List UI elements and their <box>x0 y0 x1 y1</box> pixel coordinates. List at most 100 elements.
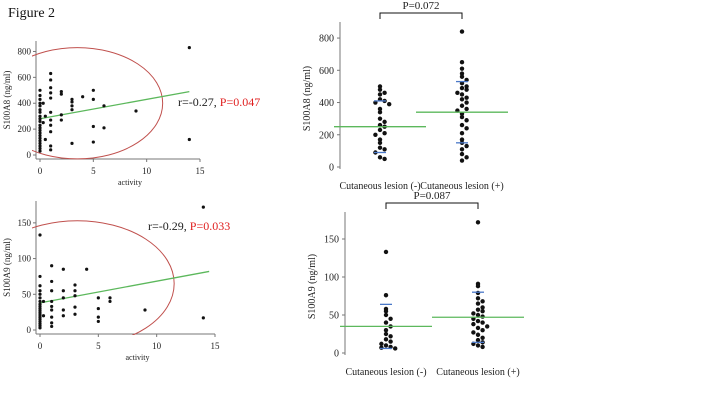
p2-p-value: P=0.072 <box>402 0 439 12</box>
p0-p-value: P=0.047 <box>220 95 260 109</box>
p3-data-point <box>471 321 476 327</box>
p0-data-point <box>38 149 42 153</box>
p1-data-point <box>50 324 54 329</box>
p1-data-point <box>73 312 77 316</box>
p1-data-point <box>38 274 42 279</box>
p3-data-point <box>388 334 393 339</box>
p2-data-point <box>382 130 387 136</box>
p0-r-value: r=-0.27, <box>178 95 220 109</box>
p0-x-tick-label: 0 <box>38 166 43 176</box>
p1-y-tick-label: 50 <box>22 289 32 299</box>
p0-data-point <box>38 117 42 121</box>
p3-data-point <box>480 314 485 319</box>
p2-data-point <box>464 84 469 89</box>
p0-data-point <box>187 45 191 50</box>
p2-data-point <box>464 155 469 160</box>
p2-data-point <box>455 90 460 96</box>
p0-data-point <box>38 141 42 145</box>
p2-y-tick-label: 600 <box>319 66 334 77</box>
p1-confidence-ellipse <box>32 220 175 335</box>
p3-data-point <box>485 324 490 329</box>
p3-data-point <box>475 325 481 331</box>
p0-data-point <box>81 95 85 99</box>
p2-data-point <box>459 71 465 76</box>
p2-data-point <box>377 127 383 133</box>
p1-data-point <box>143 308 147 312</box>
p1-y-tick-label: 100 <box>18 254 32 264</box>
p0-data-point <box>38 128 42 133</box>
p3-y-axis-label: S100A9 (ng/ml) <box>307 254 318 319</box>
p3-data-point <box>383 249 389 255</box>
p2-data-point <box>377 110 383 115</box>
p1-data-point <box>38 284 42 288</box>
p3-data-point <box>379 345 384 350</box>
p1-x-tick-label: 5 <box>96 341 101 351</box>
p0-data-point <box>91 140 95 144</box>
p2-data-point <box>459 60 465 65</box>
p3-data-point <box>383 343 389 348</box>
p2-data-point <box>377 145 383 150</box>
p2-data-point <box>464 87 469 92</box>
p0-data-point <box>49 130 53 134</box>
p0-data-point <box>38 108 42 112</box>
p0-data-point <box>70 141 74 145</box>
p0-data-point <box>49 78 53 82</box>
p2-data-point <box>459 122 465 128</box>
p1-data-point <box>50 299 54 304</box>
p0-data-point <box>38 104 42 108</box>
p0-data-point <box>49 144 53 148</box>
p2-data-point <box>382 147 387 152</box>
p2-data-point <box>459 66 465 71</box>
p2-y-tick-label: 400 <box>319 98 334 109</box>
p1-data-point <box>38 302 42 306</box>
p2-data-point <box>459 130 465 136</box>
p3-data-point <box>383 337 389 342</box>
p0-y-tick-label: 0 <box>27 150 32 160</box>
p1-data-point <box>50 315 54 319</box>
p3-significance-bracket <box>385 202 479 209</box>
p0-data-point <box>38 126 42 130</box>
p3-data-point <box>475 301 481 306</box>
p0-data-point <box>38 110 42 114</box>
p3-data-point <box>383 312 389 318</box>
p2-data-point <box>464 95 469 100</box>
p2-y-axis-label: S100A8 (ng/ml) <box>302 66 313 131</box>
p2-data-point <box>459 103 465 108</box>
p2-y-tick-label: 200 <box>319 130 334 141</box>
p3-data-point <box>471 330 476 335</box>
p3-data-point <box>475 312 481 318</box>
p1-y-tick-label: 0 <box>27 325 32 335</box>
p0-y-axis-label: S100A8 (ng/ml) <box>2 71 12 130</box>
p0-data-point <box>41 121 45 125</box>
p0-data-point <box>49 123 53 127</box>
p0-data-point <box>49 71 53 76</box>
p1-data-point <box>61 267 65 271</box>
figure-title: Figure 2 <box>8 6 56 21</box>
p3-data-point <box>475 318 481 324</box>
p0-confidence-ellipse <box>32 47 164 160</box>
p0-data-point <box>187 137 191 142</box>
p1-data-point <box>96 296 100 300</box>
p0-data-point <box>59 118 63 122</box>
p2-data-point <box>382 156 387 162</box>
p0-data-point <box>38 88 42 92</box>
p3-data-point <box>475 343 481 348</box>
p2-data-point <box>464 106 469 112</box>
p2-data-point <box>459 74 465 79</box>
p0-correlation-annotation: r=-0.27, P=0.047 <box>178 95 260 109</box>
p3-data-point <box>480 309 485 314</box>
p1-data-point <box>38 233 42 237</box>
p2-data-point <box>464 126 469 131</box>
p2-data-point <box>459 151 465 157</box>
p2-data-point <box>373 132 378 137</box>
p0-data-point <box>70 108 74 112</box>
p0-data-point <box>38 144 42 148</box>
p1-data-point <box>38 292 42 296</box>
p1-x-tick-label: 10 <box>152 341 162 351</box>
p3-data-point <box>475 283 481 289</box>
p0-data-point <box>91 124 95 129</box>
p3-data-point <box>383 328 389 333</box>
p3-y-tick-label: 50 <box>329 311 339 322</box>
p2-data-point <box>459 114 465 120</box>
